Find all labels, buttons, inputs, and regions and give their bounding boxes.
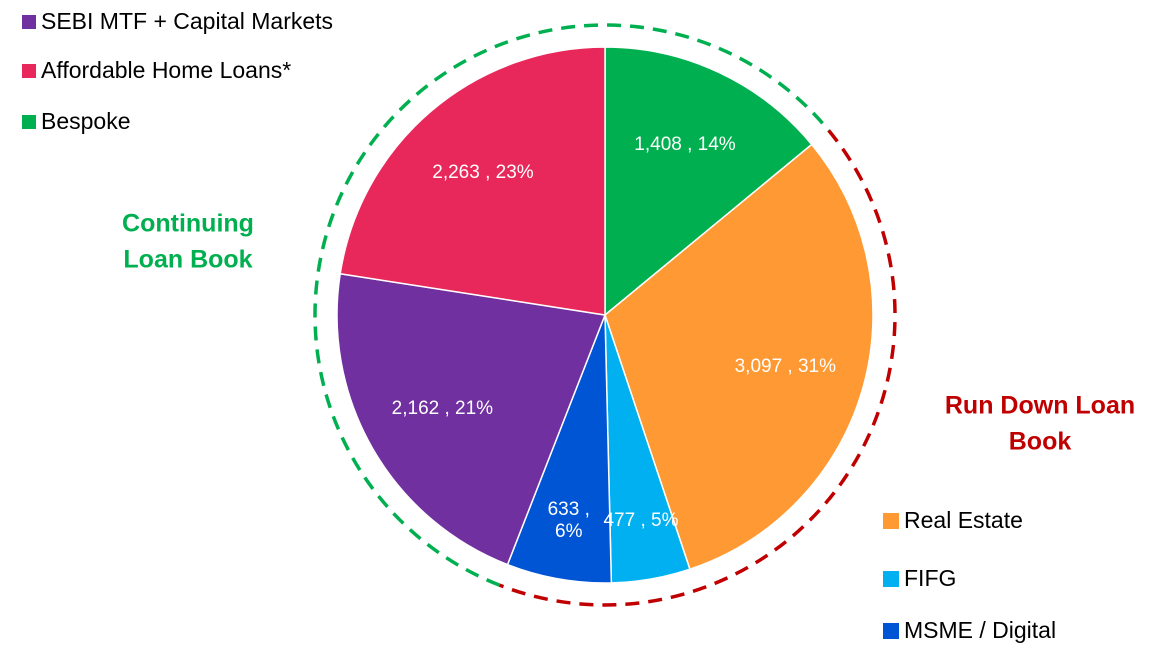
legend-swatch xyxy=(883,571,899,587)
legend-label: Real Estate xyxy=(904,507,1023,533)
data-label: 3,097 , 31% xyxy=(734,355,837,377)
data-label: 477 , 5% xyxy=(603,509,679,531)
pie-slice xyxy=(604,46,813,317)
data-label: 2,162 , 21% xyxy=(391,397,494,419)
group-ring xyxy=(313,23,831,587)
legend-label: Affordable Home Loans* xyxy=(41,57,291,83)
data-label: 2,263 , 23% xyxy=(432,161,534,183)
legend-label: MSME / Digital xyxy=(904,617,1056,643)
legend-swatch xyxy=(883,513,899,529)
data-label: 1,408 , 14% xyxy=(634,134,736,156)
legend-swatch xyxy=(22,64,36,78)
annotation: Loan Book xyxy=(123,246,252,274)
legend-swatch xyxy=(22,15,36,29)
group-ring xyxy=(498,129,897,607)
pie-slice xyxy=(339,46,606,316)
legend-swatch xyxy=(883,623,899,639)
legend-swatch xyxy=(22,115,36,129)
annotation: Run Down Loan xyxy=(945,392,1135,420)
legend-label: FIFG xyxy=(904,565,956,591)
annotation: Book xyxy=(1009,428,1072,456)
data-label: 633 , 6% xyxy=(547,498,590,542)
pie-slice xyxy=(336,272,607,566)
legend-label: Bespoke xyxy=(41,108,131,134)
legend-label: SEBI MTF + Capital Markets xyxy=(41,8,333,34)
annotation: Continuing xyxy=(122,210,254,238)
pie-slice xyxy=(604,143,874,571)
